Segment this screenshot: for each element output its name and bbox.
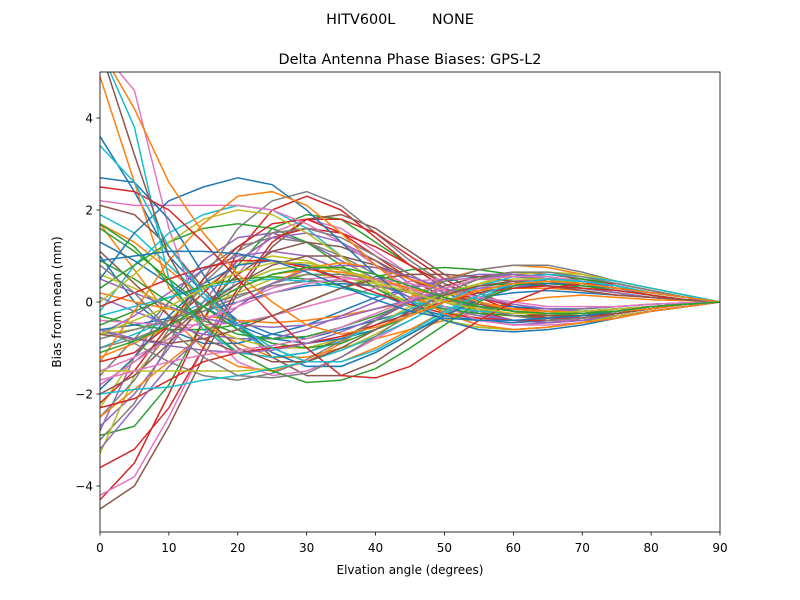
chart-suptitle: HITV600L NONE bbox=[326, 12, 474, 28]
series-line bbox=[100, 145, 720, 363]
series-layer bbox=[100, 72, 720, 510]
x-tick-label: 60 bbox=[506, 541, 521, 555]
y-tick-label: −2 bbox=[75, 388, 93, 402]
series-line bbox=[100, 278, 720, 386]
series-line bbox=[112, 72, 720, 335]
x-tick-label: 0 bbox=[96, 541, 104, 555]
y-axis: −4 −2 0 2 4 bbox=[75, 112, 100, 494]
x-axis-label: Elvation angle (degrees) bbox=[337, 563, 484, 577]
x-tick-label: 70 bbox=[575, 541, 590, 555]
series-line bbox=[100, 262, 720, 335]
chart-title: Delta Antenna Phase Biases: GPS-L2 bbox=[279, 52, 542, 68]
series-line bbox=[100, 266, 720, 354]
x-tick-label: 90 bbox=[712, 541, 727, 555]
x-tick-label: 10 bbox=[161, 541, 176, 555]
x-tick-label: 80 bbox=[643, 541, 658, 555]
y-tick-label: 2 bbox=[85, 204, 93, 218]
x-tick-label: 40 bbox=[368, 541, 383, 555]
x-tick-label: 50 bbox=[437, 541, 452, 555]
series-line bbox=[100, 273, 720, 395]
series-line bbox=[100, 209, 720, 331]
x-axis: 0 10 20 30 40 50 60 70 80 90 bbox=[96, 532, 728, 555]
y-tick-label: 4 bbox=[85, 112, 93, 126]
x-tick-label: 30 bbox=[299, 541, 314, 555]
y-tick-label: 0 bbox=[85, 296, 93, 310]
y-axis-label: Bias from mean (mm) bbox=[50, 236, 64, 367]
series-line bbox=[100, 264, 720, 379]
x-tick-label: 20 bbox=[230, 541, 245, 555]
y-tick-label: −4 bbox=[75, 480, 93, 494]
series-line bbox=[100, 273, 720, 345]
